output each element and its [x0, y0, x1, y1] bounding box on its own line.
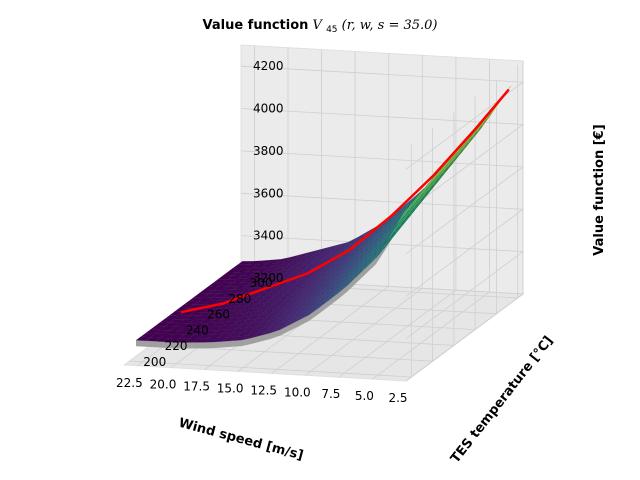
x-tick-label: 22.5 — [116, 376, 143, 390]
chart-title: Value function V 45 (r, w, s = 35.0) — [203, 18, 438, 36]
y-tick-label: 240 — [186, 323, 209, 337]
grid-line-z — [240, 65, 525, 170]
z-axis-label: Value function [€] — [592, 124, 607, 255]
z-tick-label: 3400 — [253, 229, 284, 243]
x-tick-label: 7.5 — [321, 387, 340, 401]
grid-line-z — [240, 192, 525, 297]
highlight-line — [180, 88, 510, 314]
y-tick-label: 200 — [143, 355, 166, 369]
x-tick-label: 20.0 — [150, 378, 177, 392]
chart-title-var: V — [313, 18, 324, 33]
chart-title-prefix: Value function — [203, 18, 309, 33]
grid-line-z — [240, 235, 525, 339]
x-tick-label: 15.0 — [217, 382, 244, 396]
x-tick-label: 2.5 — [388, 391, 407, 405]
chart-title-subscript: 45 — [326, 25, 337, 35]
y-tick-label: 300 — [250, 276, 273, 290]
z-tick-label: 3600 — [253, 186, 284, 200]
z-tick-label: 4000 — [253, 102, 284, 116]
x-tick-label: 12.5 — [250, 383, 277, 397]
back-pane-right — [240, 44, 524, 295]
z-tick-label: 4200 — [253, 59, 284, 73]
x-tick-label: 10.0 — [284, 385, 311, 399]
grid-line-z — [240, 108, 525, 212]
surface-facet — [159, 318, 176, 323]
surface-facet — [150, 325, 166, 331]
x-axis-label: Wind speed [m/s] — [177, 416, 305, 464]
chart-title-args: (r, w, s = 35.0) — [342, 18, 438, 33]
y-axis-label: TES temperature [°C] — [448, 333, 556, 466]
x-tick-label: 5.0 — [355, 389, 374, 403]
z-tick-label: 3800 — [253, 144, 284, 158]
y-tick-label: 280 — [228, 292, 251, 306]
surface-facet — [208, 282, 224, 287]
grid-line-z — [240, 150, 525, 255]
y-tick-label: 220 — [165, 339, 188, 353]
x-tick-label: 17.5 — [183, 380, 210, 394]
z-tick-label: 3200 — [253, 271, 284, 285]
surface-facet — [237, 261, 253, 266]
y-tick-label: 260 — [207, 308, 230, 322]
surface-facet — [135, 336, 151, 341]
surface-facet — [183, 300, 200, 305]
surface-facet — [145, 329, 161, 334]
